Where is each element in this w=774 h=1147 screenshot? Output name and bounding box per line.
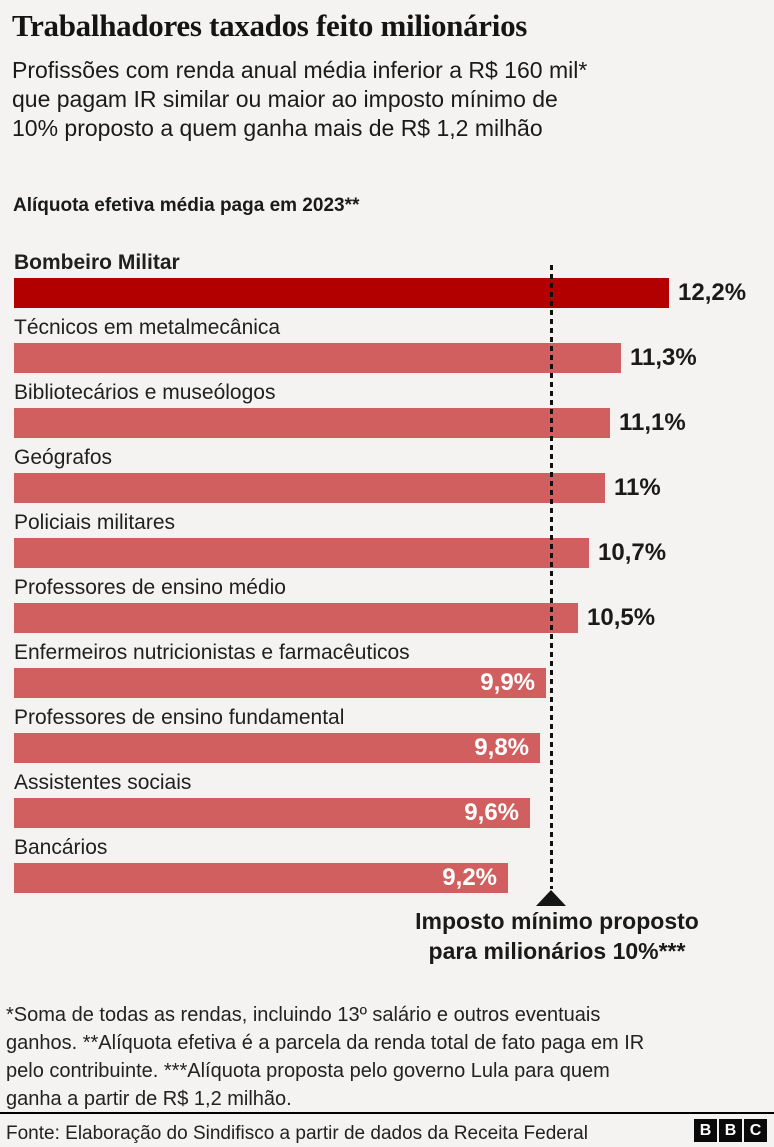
bar-row: Bancários 9,2% bbox=[14, 835, 766, 900]
bar-value-label: 11,1% bbox=[619, 409, 686, 436]
bar-value-label: 10,5% bbox=[587, 604, 656, 631]
bar-chart: Bombeiro Militar 12,2% Técnicos em metalme… bbox=[14, 250, 766, 980]
footnote-line: *Soma de todas as rendas, incluindo 13º … bbox=[6, 1004, 601, 1026]
bar-row: Policiais militares 10,7% bbox=[14, 510, 766, 575]
bbc-logo-letter: B bbox=[719, 1119, 742, 1142]
bar-row: Geógrafos 11% bbox=[14, 445, 766, 510]
footer-divider bbox=[0, 1112, 774, 1114]
bar bbox=[14, 408, 610, 438]
subtitle: Profissões com renda anual média inferio… bbox=[12, 56, 587, 143]
bar bbox=[14, 278, 669, 308]
bar-category-label: Técnicos em metalmecânica bbox=[14, 316, 281, 339]
bbc-logo-letter: B bbox=[694, 1119, 717, 1142]
reference-line bbox=[549, 265, 553, 889]
bar-row: Bombeiro Militar 12,2% bbox=[14, 250, 766, 315]
bbc-logo: B B C bbox=[694, 1119, 767, 1142]
bar bbox=[14, 668, 546, 698]
bar-value-label: 12,2% bbox=[678, 279, 747, 306]
reference-line-annotation: Imposto mínimo proposto para milionários… bbox=[379, 906, 735, 966]
bar-category-label: Geógrafos bbox=[14, 446, 113, 469]
page-title: Trabalhadores taxados feito milionários bbox=[12, 8, 528, 43]
bar bbox=[14, 343, 621, 373]
bar-category-label: Bancários bbox=[14, 836, 108, 859]
bar-value-label: 9,6% bbox=[464, 799, 519, 826]
bar-row: Bibliotecários e museólogos 11,1% bbox=[14, 380, 766, 445]
bar-row: Assistentes sociais 9,6% bbox=[14, 770, 766, 835]
footnote: *Soma de todas as rendas, incluindo 13º … bbox=[6, 1001, 644, 1113]
bar-value-label: 11,3% bbox=[630, 344, 697, 371]
bar-row: Professores de ensino fundamental 9,8% bbox=[14, 705, 766, 770]
annotation-line: para milionários 10%*** bbox=[428, 938, 686, 964]
bar-value-label: 9,2% bbox=[442, 864, 497, 891]
bar-category-label: Assistentes sociais bbox=[14, 771, 192, 794]
footnote-line: ganha a partir de R$ 1,2 milhão. bbox=[6, 1088, 292, 1110]
bar-rows: Bombeiro Militar 12,2% Técnicos em metalme… bbox=[14, 250, 766, 900]
bar bbox=[14, 603, 578, 633]
subtitle-line: Profissões com renda anual média inferio… bbox=[12, 57, 588, 83]
bar-value-label: 11% bbox=[614, 474, 661, 501]
footnote-line: ganhos. **Alíquota efetiva é a parcela d… bbox=[6, 1032, 645, 1054]
chart-axis-label: Alíquota efetiva média paga em 2023** bbox=[13, 195, 360, 216]
bar bbox=[14, 538, 589, 568]
bar-value-label: 9,9% bbox=[480, 669, 535, 696]
bar bbox=[14, 473, 605, 503]
subtitle-line: que pagam IR similar ou maior ao imposto… bbox=[12, 86, 558, 112]
bar bbox=[14, 798, 530, 828]
bar-category-label: Enfermeiros nutricionistas e farmacêutic… bbox=[14, 641, 410, 664]
arrow-up-icon bbox=[536, 890, 566, 906]
bar-value-label: 9,8% bbox=[474, 734, 529, 761]
bar-value-label: 10,7% bbox=[598, 539, 667, 566]
bar-category-label: Bibliotecários e museólogos bbox=[14, 381, 276, 404]
bar-category-label: Policiais militares bbox=[14, 511, 176, 534]
subtitle-line: 10% proposto a quem ganha mais de R$ 1,2… bbox=[12, 115, 543, 141]
bar bbox=[14, 733, 540, 763]
bar-category-label: Professores de ensino médio bbox=[14, 576, 286, 599]
bar bbox=[14, 863, 508, 893]
annotation-line: Imposto mínimo proposto bbox=[415, 908, 699, 934]
bar-category-label: Professores de ensino fundamental bbox=[14, 706, 345, 729]
bbc-logo-letter: C bbox=[744, 1119, 767, 1142]
bar-row: Enfermeiros nutricionistas e farmacêutic… bbox=[14, 640, 766, 705]
bar-category-label: Bombeiro Militar bbox=[14, 251, 180, 274]
bar-row: Técnicos em metalmecânica 11,3% bbox=[14, 315, 766, 380]
bar-row: Professores de ensino médio 10,5% bbox=[14, 575, 766, 640]
footnote-line: pelo contribuinte. ***Alíquota proposta … bbox=[6, 1060, 610, 1082]
source-credit: Fonte: Elaboração do Sindifisco a partir… bbox=[6, 1123, 588, 1144]
